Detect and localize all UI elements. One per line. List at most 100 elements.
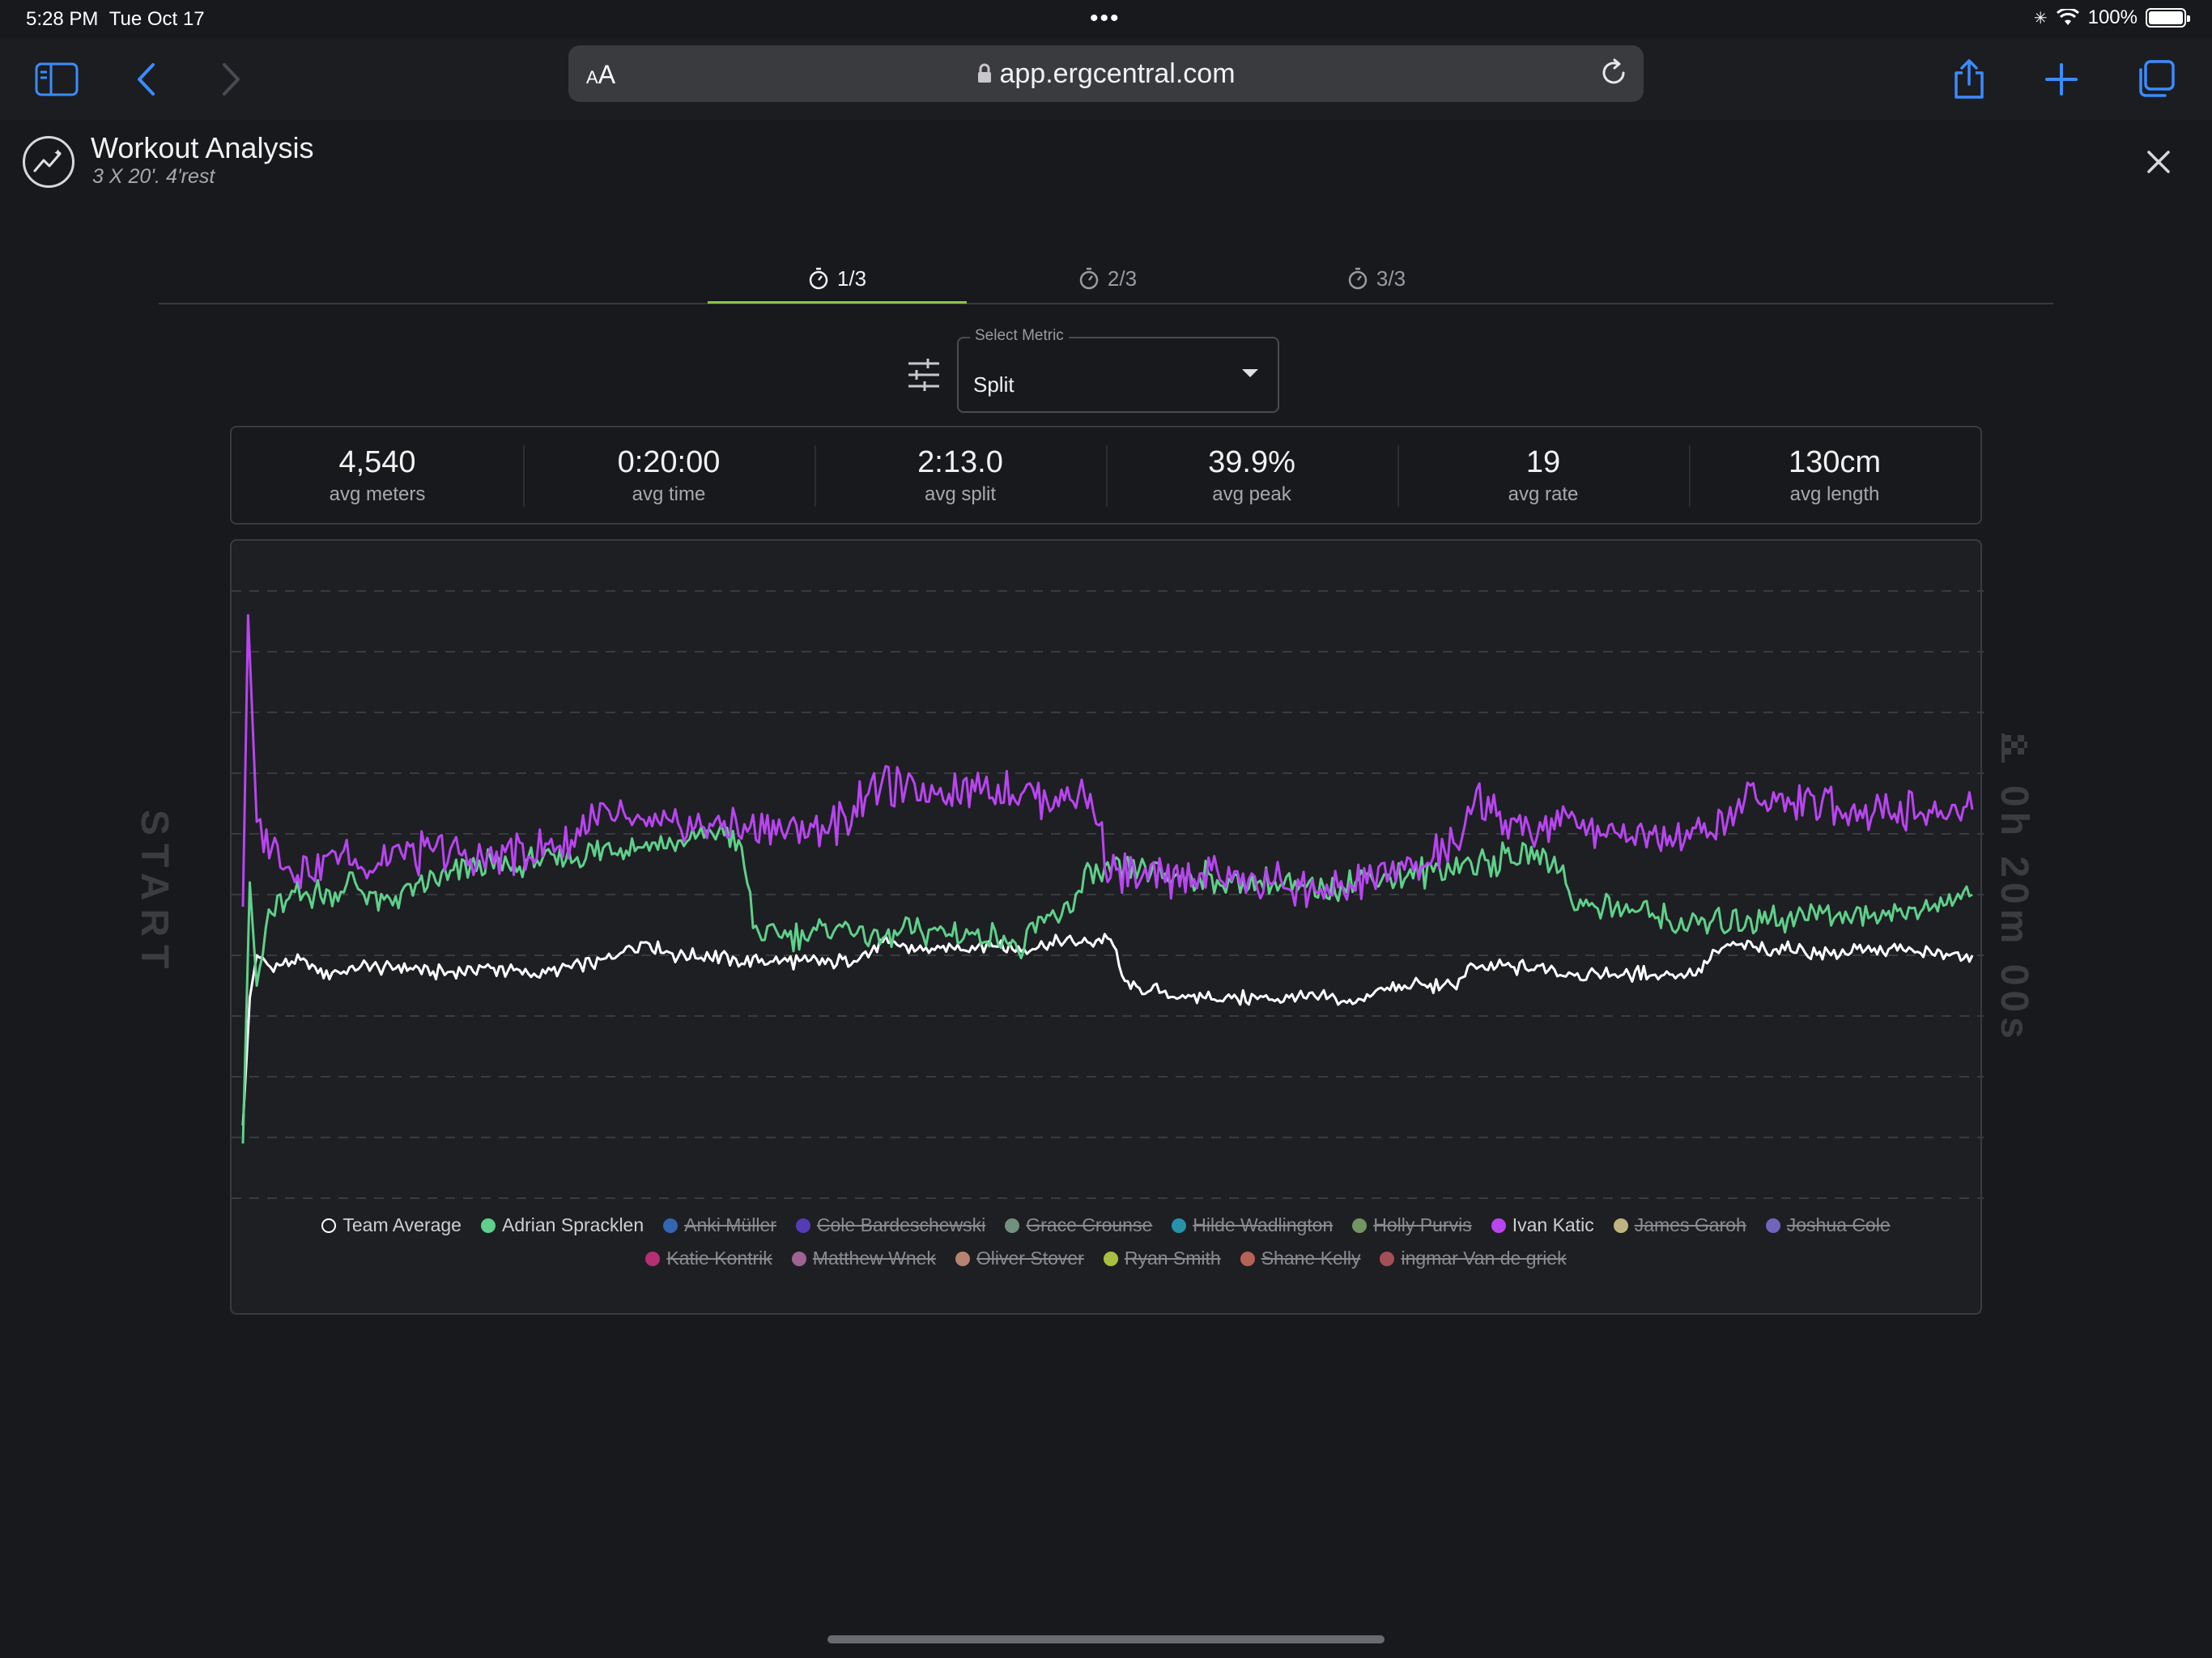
app-header: Workout Analysis 3 X 20'. 4'rest	[0, 120, 2212, 201]
tab-interval-1[interactable]: 1/3	[708, 254, 967, 303]
stat-value: 4,540	[338, 444, 416, 479]
tab-interval-3[interactable]: 3/3	[1247, 254, 1506, 303]
legend-swatch	[321, 1218, 337, 1233]
legend-label: Adrian Spracklen	[501, 1214, 644, 1235]
legend-label: Oliver Stover	[976, 1248, 1084, 1269]
stat-label: avg time	[632, 483, 706, 505]
legend-item[interactable]: Adrian Spracklen	[480, 1214, 644, 1236]
stopwatch-icon	[1079, 267, 1099, 290]
legend-swatch	[1240, 1251, 1255, 1266]
legend-label: James Garoh	[1634, 1214, 1746, 1235]
stat-label: avg meters	[329, 483, 426, 505]
legend-item[interactable]: Matthew Wnek	[791, 1248, 936, 1269]
stat-value: 130cm	[1788, 444, 1882, 479]
legend-item[interactable]: James Garoh	[1613, 1214, 1746, 1236]
legend-item[interactable]: Oliver Stover	[955, 1248, 1084, 1269]
legend-item[interactable]: Anki Müller	[663, 1214, 776, 1236]
legend-item[interactable]: Shane Kelly	[1240, 1248, 1361, 1269]
stat-label: avg rate	[1508, 483, 1579, 505]
stat-value: 0:20:00	[617, 444, 721, 479]
stopwatch-icon	[809, 267, 828, 290]
metric-select-label: Select Metric	[970, 327, 1069, 345]
tab-label: 3/3	[1376, 266, 1406, 291]
address-bar[interactable]: AA app.ergcentral.com	[568, 45, 1644, 102]
tab-label: 2/3	[1107, 266, 1138, 291]
legend-swatch	[1103, 1251, 1118, 1266]
legend-swatch	[955, 1251, 970, 1266]
page-title: Workout Analysis	[91, 131, 314, 164]
home-indicator[interactable]	[827, 1635, 1385, 1643]
multitasking-dots-icon[interactable]: •••	[1090, 5, 1121, 32]
split-chart	[230, 539, 1984, 1315]
interval-tabs: 1/3 2/3 3/3	[159, 243, 2053, 304]
stats-summary: 4,540 avg meters 0:20:00 avg time 2:13.0…	[230, 426, 1982, 525]
legend-item[interactable]: ingmar Van de griek	[1380, 1248, 1567, 1269]
status-bar: 5:28 PM Tue Oct 17 ••• ✳ 100%	[0, 0, 2212, 39]
legend-item[interactable]: Holly Purvis	[1352, 1214, 1472, 1236]
stat-avg-meters: 4,540 avg meters	[232, 427, 523, 523]
sidebar-icon[interactable]	[31, 53, 83, 105]
series-line-team-average	[241, 933, 1974, 1126]
caret-down-icon	[1242, 369, 1258, 377]
legend-item[interactable]: Hilde Wadlington	[1172, 1214, 1333, 1236]
url-display[interactable]: app.ergcentral.com	[568, 58, 1644, 90]
workout-subtitle: 3 X 20'. 4'rest	[92, 165, 215, 188]
finish-flag-icon	[2001, 733, 2027, 763]
legend-swatch	[791, 1251, 806, 1266]
legend-label: Katie Kontrik	[666, 1248, 772, 1269]
status-time: 5:28 PM Tue Oct 17	[26, 8, 205, 30]
activity-icon: ✳	[2033, 9, 2048, 28]
forward-chevron-icon[interactable]	[206, 53, 257, 105]
legend-label: Ivan Katic	[1512, 1214, 1594, 1235]
stat-label: avg split	[924, 483, 997, 505]
text-size-button[interactable]: AA	[586, 60, 616, 89]
tab-interval-2[interactable]: 2/3	[978, 254, 1237, 303]
stat-label: avg peak	[1212, 483, 1291, 505]
close-icon[interactable]	[2139, 142, 2178, 181]
legend-label: Hilde Wadlington	[1193, 1214, 1334, 1235]
analytics-chart-icon	[23, 136, 74, 188]
plus-icon[interactable]	[2035, 53, 2087, 105]
legend-item[interactable]: Cole Bardeschewski	[795, 1214, 985, 1236]
browser-toolbar: AA app.ergcentral.com	[0, 39, 2212, 120]
stat-avg-rate: 19 avg rate	[1397, 427, 1689, 523]
reload-icon[interactable]	[1598, 57, 1629, 92]
stat-value: 2:13.0	[917, 444, 1003, 479]
active-tab-indicator	[708, 301, 967, 304]
line-chart	[232, 590, 1984, 1199]
legend-label: Matthew Wnek	[812, 1248, 936, 1269]
legend-label: Shane Kelly	[1261, 1248, 1361, 1269]
legend-item[interactable]: Joshua Cole	[1765, 1214, 1891, 1236]
legend-swatch	[480, 1218, 496, 1233]
legend-swatch	[1172, 1218, 1187, 1233]
battery-level	[2149, 11, 2183, 24]
metric-select[interactable]: Select Metric Split	[957, 327, 1279, 413]
filter-sliders-icon[interactable]	[905, 356, 942, 393]
back-chevron-icon[interactable]	[120, 53, 172, 105]
share-icon[interactable]	[1943, 53, 1995, 105]
legend-swatch	[645, 1251, 661, 1266]
legend-label: Grace Crounse	[1026, 1214, 1153, 1235]
status-indicators: ✳ 100%	[2033, 6, 2190, 29]
legend-item[interactable]: Katie Kontrik	[645, 1248, 772, 1269]
battery-percent: 100%	[2087, 6, 2138, 28]
chart-legend: Team Average Adrian Spracklen Anki Müller C…	[275, 1214, 1937, 1269]
tabs-icon[interactable]	[2129, 53, 2181, 105]
legend-swatch	[795, 1218, 810, 1233]
stat-avg-peak: 39.9% avg peak	[1106, 427, 1397, 523]
legend-label: Holly Purvis	[1373, 1214, 1472, 1235]
stat-avg-length: 130cm avg length	[1689, 427, 1980, 523]
legend-swatch	[1765, 1218, 1780, 1233]
legend-swatch	[663, 1218, 678, 1233]
stat-label: avg length	[1789, 483, 1880, 505]
series-line-ivan-katic	[241, 614, 1974, 908]
legend-label: ingmar Van de griek	[1401, 1248, 1567, 1269]
legend-item[interactable]: Ivan Katic	[1491, 1214, 1594, 1236]
legend-item[interactable]: Team Average	[321, 1214, 462, 1236]
stat-value: 39.9%	[1208, 444, 1295, 479]
legend-item[interactable]: Grace Crounse	[1005, 1214, 1152, 1236]
legend-swatch	[1613, 1218, 1628, 1233]
legend-item[interactable]: Ryan Smith	[1103, 1248, 1221, 1269]
legend-swatch	[1491, 1218, 1506, 1233]
legend-label: Anki Müller	[684, 1214, 776, 1235]
